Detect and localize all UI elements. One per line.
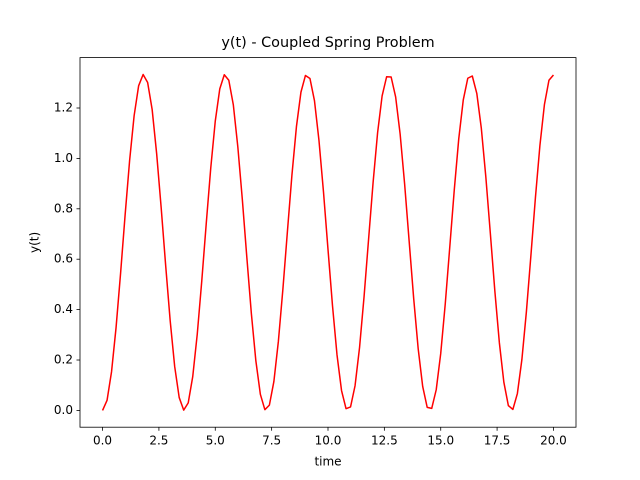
- x-tick-label: 5.0: [206, 434, 225, 448]
- x-tick-label: 10.0: [315, 434, 342, 448]
- x-axis-label: time: [314, 455, 341, 469]
- x-tick-label: 12.5: [371, 434, 398, 448]
- x-tick-label: 0.0: [93, 434, 112, 448]
- x-tick-label: 15.0: [427, 434, 454, 448]
- x-tick-label: 2.5: [149, 434, 168, 448]
- y-tick-label: 0.4: [54, 302, 73, 316]
- y-tick-label: 0.0: [54, 403, 73, 417]
- y-axis-label: y(t): [28, 232, 42, 253]
- y-tick-label: 1.2: [54, 101, 73, 115]
- x-tick-label: 7.5: [262, 434, 281, 448]
- y-tick-label: 0.6: [54, 252, 73, 266]
- x-tick-label: 20.0: [540, 434, 567, 448]
- axes-frame: [79, 57, 577, 428]
- y-tick-label: 1.0: [54, 151, 73, 165]
- x-tick-label: 17.5: [484, 434, 511, 448]
- chart-title: y(t) - Coupled Spring Problem: [221, 35, 434, 51]
- line-series: [101, 73, 555, 411]
- y-tick-label: 0.2: [54, 353, 73, 367]
- y-tick-label: 0.8: [54, 201, 73, 215]
